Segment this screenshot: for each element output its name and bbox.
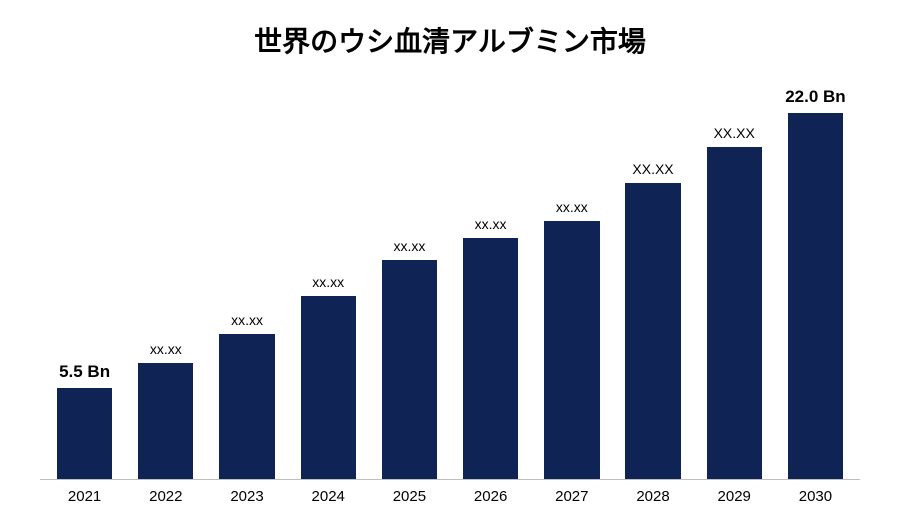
chart-title: 世界のウシ血清アルブミン市場 <box>40 20 860 60</box>
x-tick-label: 2027 <box>537 488 606 505</box>
bar-data-label: xx.xx <box>150 341 182 357</box>
bar-group: xx.xx <box>131 80 200 479</box>
x-tick-label: 2029 <box>700 488 769 505</box>
bar-group: xx.xx <box>212 80 281 479</box>
chart-container: 世界のウシ血清アルブミン市場 5.5 Bn xx.xx xx.xx xx.xx xx.x… <box>0 0 900 525</box>
x-tick-label: 2021 <box>50 488 119 505</box>
bar-group: 5.5 Bn <box>50 80 119 479</box>
bar <box>57 388 112 479</box>
bar <box>788 113 843 479</box>
bar-data-label: xx.xx <box>393 238 425 254</box>
bar <box>219 334 274 479</box>
x-tick-label: 2023 <box>212 488 281 505</box>
x-tick-label: 2026 <box>456 488 525 505</box>
bar-data-label: xx.xx <box>231 312 263 328</box>
bar-group: xx.xx <box>537 80 606 479</box>
plot-area: 5.5 Bn xx.xx xx.xx xx.xx xx.xx xx.xx xx.xx XX.X… <box>40 80 860 480</box>
bar-group: xx.xx <box>294 80 363 479</box>
x-tick-label: 2025 <box>375 488 444 505</box>
x-tick-label: 2028 <box>618 488 687 505</box>
bar <box>301 296 356 479</box>
bar-group: xx.xx <box>375 80 444 479</box>
bar-data-label: 22.0 Bn <box>785 87 845 107</box>
bar-data-label: 5.5 Bn <box>59 362 110 382</box>
bar-group: 22.0 Bn <box>781 80 850 479</box>
bar-data-label: XX.XX <box>632 161 673 177</box>
bar <box>544 221 599 479</box>
bar-data-label: xx.xx <box>475 216 507 232</box>
bar <box>463 238 518 479</box>
bar <box>625 183 680 479</box>
bar <box>707 147 762 480</box>
bar <box>138 363 193 479</box>
bar-group: XX.XX <box>700 80 769 479</box>
x-tick-label: 2024 <box>294 488 363 505</box>
bar-data-label: xx.xx <box>556 199 588 215</box>
x-axis: 2021 2022 2023 2024 2025 2026 2027 2028 2029 2030 <box>40 480 860 505</box>
x-tick-label: 2030 <box>781 488 850 505</box>
bar <box>382 260 437 479</box>
x-tick-label: 2022 <box>131 488 200 505</box>
bar-data-label: xx.xx <box>312 274 344 290</box>
bar-group: XX.XX <box>618 80 687 479</box>
bar-data-label: XX.XX <box>714 125 755 141</box>
bar-group: xx.xx <box>456 80 525 479</box>
